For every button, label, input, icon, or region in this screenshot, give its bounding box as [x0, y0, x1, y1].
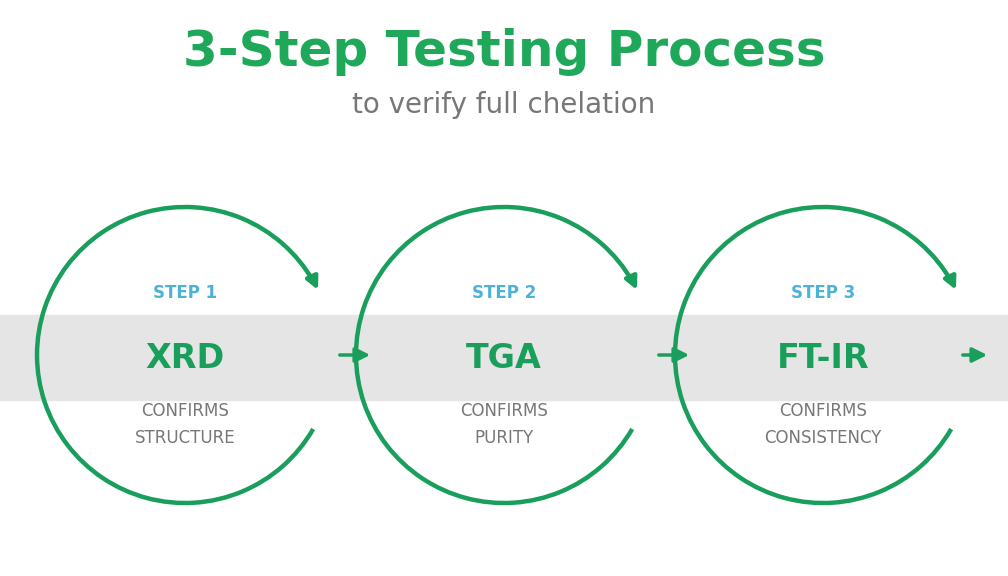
- Text: STEP 3: STEP 3: [791, 284, 855, 302]
- Text: CONFIRMS
PURITY: CONFIRMS PURITY: [460, 403, 548, 447]
- Text: to verify full chelation: to verify full chelation: [353, 91, 655, 119]
- Text: XRD: XRD: [145, 342, 225, 374]
- Text: FT-IR: FT-IR: [777, 342, 869, 374]
- Text: CONFIRMS
STRUCTURE: CONFIRMS STRUCTURE: [135, 403, 235, 447]
- Text: CONFIRMS
CONSISTENCY: CONFIRMS CONSISTENCY: [764, 403, 882, 447]
- Text: STEP 2: STEP 2: [472, 284, 536, 302]
- Text: STEP 1: STEP 1: [153, 284, 217, 302]
- Text: TGA: TGA: [466, 342, 542, 374]
- Text: 3-Step Testing Process: 3-Step Testing Process: [182, 28, 826, 76]
- Bar: [0, 315, 1008, 400]
